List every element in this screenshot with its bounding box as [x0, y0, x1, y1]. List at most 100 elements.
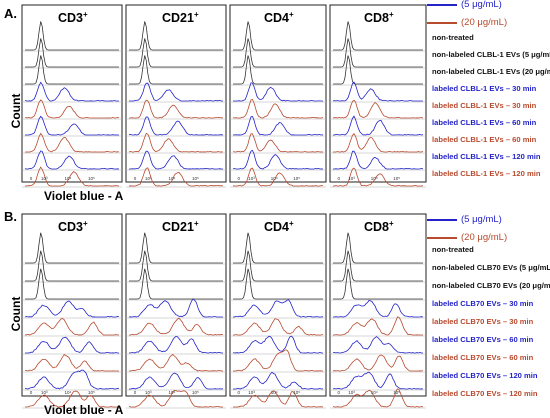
marker-title: CD8+: [364, 219, 394, 234]
histogram-trace: [24, 318, 120, 336]
histogram-trace: [232, 116, 324, 136]
histogram-trace: [128, 389, 223, 408]
tick-label: 10⁵: [88, 176, 95, 181]
tick-label: 10⁵: [293, 390, 300, 395]
histogram-trace: [25, 132, 120, 153]
condition-label-b-8: labeled CLB70 EVs – 120 min: [432, 389, 538, 398]
histogram-trace: [332, 354, 424, 372]
x-axis-label-b: Violet blue - A: [44, 403, 124, 417]
histogram-trace: [333, 316, 423, 336]
panel-letter-b: B.: [4, 209, 17, 224]
marker-title: CD4+: [264, 219, 294, 234]
condition-label-a-1: non-labeled CLBL-1 EVs (5 μg/mL): [432, 50, 550, 59]
histogram-trace: [129, 82, 223, 102]
tick-label: 10³: [248, 176, 255, 181]
histogram-trace: [333, 250, 423, 282]
legend-swatch-high-a: [427, 22, 457, 24]
histogram-trace: [332, 81, 423, 102]
histogram-trace: [24, 390, 119, 408]
condition-label-a-2: non-labeled CLBL-1 EVs (20 μg/mL): [432, 67, 550, 76]
legend-swatch-low-a: [427, 4, 457, 6]
tick-label: 10⁴: [64, 176, 71, 181]
histogram-trace: [129, 317, 224, 336]
tick-label: 0: [238, 390, 241, 395]
tick-label: 10⁵: [393, 176, 400, 181]
histogram-trace: [25, 166, 120, 187]
histogram-trace: [232, 99, 324, 119]
marker-title: CD21+: [162, 219, 199, 234]
legend-swatch-high-b: [427, 237, 457, 239]
tick-label: 10⁴: [371, 390, 378, 395]
tick-label: 10³: [145, 176, 152, 181]
condition-label-b-6: labeled CLB70 EVs – 60 min: [432, 353, 534, 362]
condition-label-b-2: non-labeled CLB70 EVs (20 μg/mL): [432, 281, 550, 290]
panel-a-cd21-plot: CD21+ 0 10³ 10⁴ 10⁵: [125, 4, 227, 188]
histogram-trace: [233, 299, 324, 318]
panel-a-cd4-plot: CD4+ 0 10³ 10⁴ 10⁵: [229, 4, 327, 188]
condition-label-b-3: labeled CLB70 EVs – 30 min: [432, 299, 534, 308]
histogram-trace: [232, 335, 323, 354]
histogram-trace: [232, 167, 324, 187]
tick-label: 10⁴: [168, 176, 175, 181]
histogram-trace: [233, 21, 323, 51]
tick-label: 0: [134, 390, 137, 395]
plot-frame: [229, 213, 327, 397]
tick-label: 10⁴: [168, 390, 175, 395]
histogram-trace: [24, 369, 120, 390]
histogram-trace: [129, 372, 224, 390]
condition-label-b-1: non-labeled CLB70 EVs (5 μg/mL): [432, 263, 550, 272]
histogram-trace: [333, 150, 424, 170]
plot-frame: [125, 4, 227, 183]
tick-label: 10³: [248, 390, 255, 395]
legend-high-b: (20 μg/mL): [461, 232, 508, 243]
marker-title: CD8+: [364, 10, 394, 25]
histogram-trace: [129, 38, 223, 68]
histogram-trace: [128, 116, 224, 136]
marker-title: CD3+: [58, 219, 88, 234]
histogram-trace: [25, 336, 119, 354]
histogram-trace: [332, 99, 424, 119]
histogram-trace: [129, 150, 223, 170]
plot-frame: [229, 4, 327, 183]
panel-b-cd8-plot: CD8+ 0 10³ 10⁴ 10⁵: [329, 213, 427, 409]
tick-label: 10³: [348, 390, 355, 395]
legend-low-b: (5 μg/mL): [461, 214, 502, 225]
panel-b-cd4-plot: CD4+ 0 10³ 10⁴ 10⁵: [229, 213, 327, 409]
condition-label-b-7: labeled CLB70 EVs – 120 min: [432, 371, 538, 380]
condition-label-b-4: labeled CLB70 EVs – 30 min: [432, 317, 534, 326]
x-axis-label-a: Violet blue - A: [44, 189, 124, 203]
tick-label: 10⁵: [393, 390, 400, 395]
tick-label: 10³: [145, 390, 152, 395]
histogram-trace: [233, 82, 323, 102]
histogram-trace: [129, 268, 223, 300]
tick-label: 10³: [41, 390, 48, 395]
histogram-trace: [129, 353, 223, 372]
histogram-trace: [25, 115, 119, 136]
y-axis-label-b: Count: [9, 296, 23, 332]
histogram-trace: [128, 298, 223, 318]
tick-label: 0: [338, 390, 341, 395]
tick-label: 10⁴: [271, 176, 278, 181]
histogram-trace: [233, 250, 323, 282]
plot-frame: [21, 213, 123, 397]
histogram-trace: [333, 21, 423, 51]
histogram-trace: [232, 133, 324, 153]
histogram-trace: [128, 335, 223, 354]
legend-high-a: (20 μg/mL): [461, 17, 508, 28]
plot-frame: [125, 213, 227, 397]
panel-a-cd3-plot: CD3+ 0 10³ 10⁴ 10⁵: [21, 4, 123, 188]
histogram-trace: [233, 55, 323, 85]
histogram-trace: [129, 250, 223, 282]
tick-label: 10⁵: [192, 390, 199, 395]
histogram-trace: [25, 232, 119, 264]
histogram-trace: [333, 115, 424, 136]
tick-label: 0: [134, 176, 137, 181]
legend-swatch-low-b: [427, 219, 457, 221]
marker-title: CD21+: [162, 10, 199, 25]
histogram-trace: [233, 232, 323, 264]
histogram-trace: [333, 38, 423, 68]
plot-frame: [21, 4, 123, 183]
condition-label-a-5: labeled CLBL-1 EVs – 60 min: [432, 118, 537, 127]
histogram-trace: [129, 21, 223, 51]
condition-label-a-8: labeled CLBL-1 EVs – 120 min: [432, 169, 541, 178]
